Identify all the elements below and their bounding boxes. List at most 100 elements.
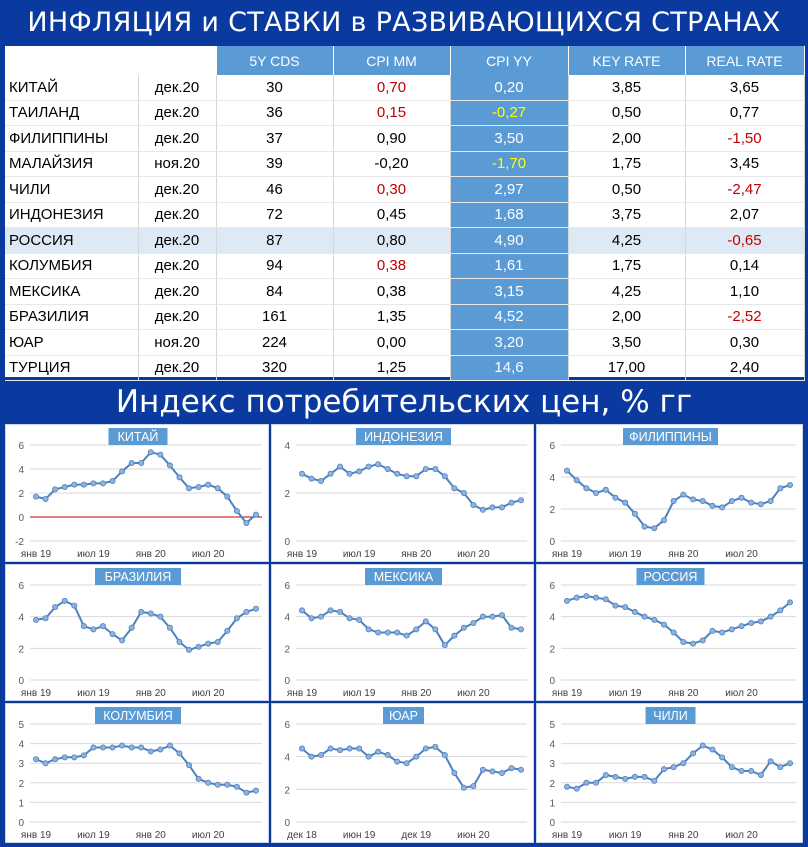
cell-yy: 4,52 [450,304,569,330]
cell-mm: 0,70 [333,75,451,101]
data-point [738,768,745,775]
cell-real: 0,77 [685,100,805,126]
y-tick-label: 2 [549,505,555,516]
x-tick-label: июл 20 [192,549,225,560]
data-point [327,607,334,614]
chart-title-bg [95,568,181,585]
cell-country: ЮАР [5,329,139,356]
x-tick-label: янв 19 [21,830,52,841]
x-tick-label: янв 19 [287,688,318,699]
cell-real: 3,45 [685,151,805,177]
charts-title: Индекс потребительских цен, % гг [115,384,693,420]
data-point [767,758,774,765]
x-tick-label: янв 20 [668,549,699,560]
y-tick-label: 3 [18,759,24,770]
data-point [252,787,259,794]
cell-date: дек.20 [138,125,217,152]
chart-6: 0 2 4 6 янв 19 июл 19 янв 20 июл 20 РОССИЯ [536,564,803,701]
x-tick-label: июл 20 [725,688,758,699]
x-tick-label: июл 20 [457,549,490,560]
chart-5: 0 2 4 6 янв 19 июл 19 янв 20 июл 20 МЕКСИКА [271,564,534,701]
data-point [479,506,486,513]
data-point [602,486,609,493]
table-header-1 [138,46,217,75]
y-tick-label: 4 [284,753,290,764]
table-header-5: KEY RATE [568,46,686,75]
data-point [622,499,629,506]
data-point [680,639,687,646]
cell-date: дек.20 [138,227,217,254]
cell-cds: 94 [216,253,334,279]
data-point [356,616,363,623]
series-line [301,745,522,789]
data-point [195,775,202,782]
data-point [738,623,745,630]
x-tick-label: янв 19 [552,830,583,841]
cell-real: -2,52 [685,304,805,330]
x-tick-label: июл 20 [725,549,758,560]
page-title: ИНФЛЯЦИЯ и СТАВКИ в РАЗВИВАЮЩИХСЯ СТРАНА… [27,7,781,38]
chart-svg: 0 2 4 6 янв 19 июл 19 янв 20 июл 20 РОССИЯ [549,568,796,699]
data-point [128,624,135,631]
chart-title: ЧИЛИ [653,709,688,723]
y-tick-label: 2 [284,785,290,796]
data-point [71,481,78,488]
data-point [346,470,353,477]
data-point [90,626,97,633]
cell-yy: -0,27 [450,100,569,126]
data-point [224,781,231,788]
x-tick-label: янв 20 [136,688,167,699]
cell-real: 0,30 [685,329,805,356]
x-tick-label: янв 19 [21,549,52,560]
chart-svg: 0 2 4 6 янв 19 июл 19 янв 20 июл 20 БРАЗИЛИЯ [18,568,262,699]
data-point [593,779,600,786]
data-point [508,624,515,631]
cell-real: -0,65 [685,227,805,254]
data-point [224,493,231,500]
y-tick-label: 0 [18,676,24,687]
cell-real: -1,50 [685,125,805,152]
x-tick-label: июл 19 [343,688,376,699]
data-point [460,624,467,631]
data-point [738,494,745,501]
cell-date: дек.20 [138,253,217,279]
data-point [346,745,353,752]
data-point [166,462,173,469]
cell-country: МАЛАЙЗИЯ [5,151,139,177]
x-tick-label: июл 19 [609,549,642,560]
data-point [602,771,609,778]
data-point [651,777,658,784]
chart-title: БРАЗИЛИЯ [105,570,172,584]
cell-country: ТУРЦИЯ [5,355,139,381]
cell-key: 2,00 [568,125,686,152]
data-point [479,766,486,773]
table-header-3: CPI MM [333,46,451,75]
chart-title: КИТАЙ [118,429,159,444]
table-header-2: 5Y CDS [216,46,334,75]
data-point [470,783,477,790]
data-point [748,620,755,627]
data-point [432,626,439,633]
y-tick-label: 2 [18,779,24,790]
data-point [460,784,467,791]
data-point [602,596,609,603]
data-point [641,613,648,620]
cell-cds: 87 [216,227,334,254]
table-row: ЧИЛИ дек.20 46 0,30 2,97 0,50 -2,47 [5,176,805,203]
data-point [138,460,145,467]
data-point [375,748,382,755]
x-tick-label: янв 20 [401,549,432,560]
data-point [233,508,240,515]
x-tick-label: янв 20 [401,688,432,699]
data-point [403,473,410,480]
cell-key: 17,00 [568,355,686,381]
data-point [327,745,334,752]
data-point [451,485,458,492]
cell-date: дек.20 [138,355,217,381]
y-tick-label: 4 [284,613,290,624]
data-point [709,502,716,509]
y-tick-label: 3 [549,759,555,770]
data-point [631,608,638,615]
data-point [80,752,87,759]
data-point [147,610,154,617]
